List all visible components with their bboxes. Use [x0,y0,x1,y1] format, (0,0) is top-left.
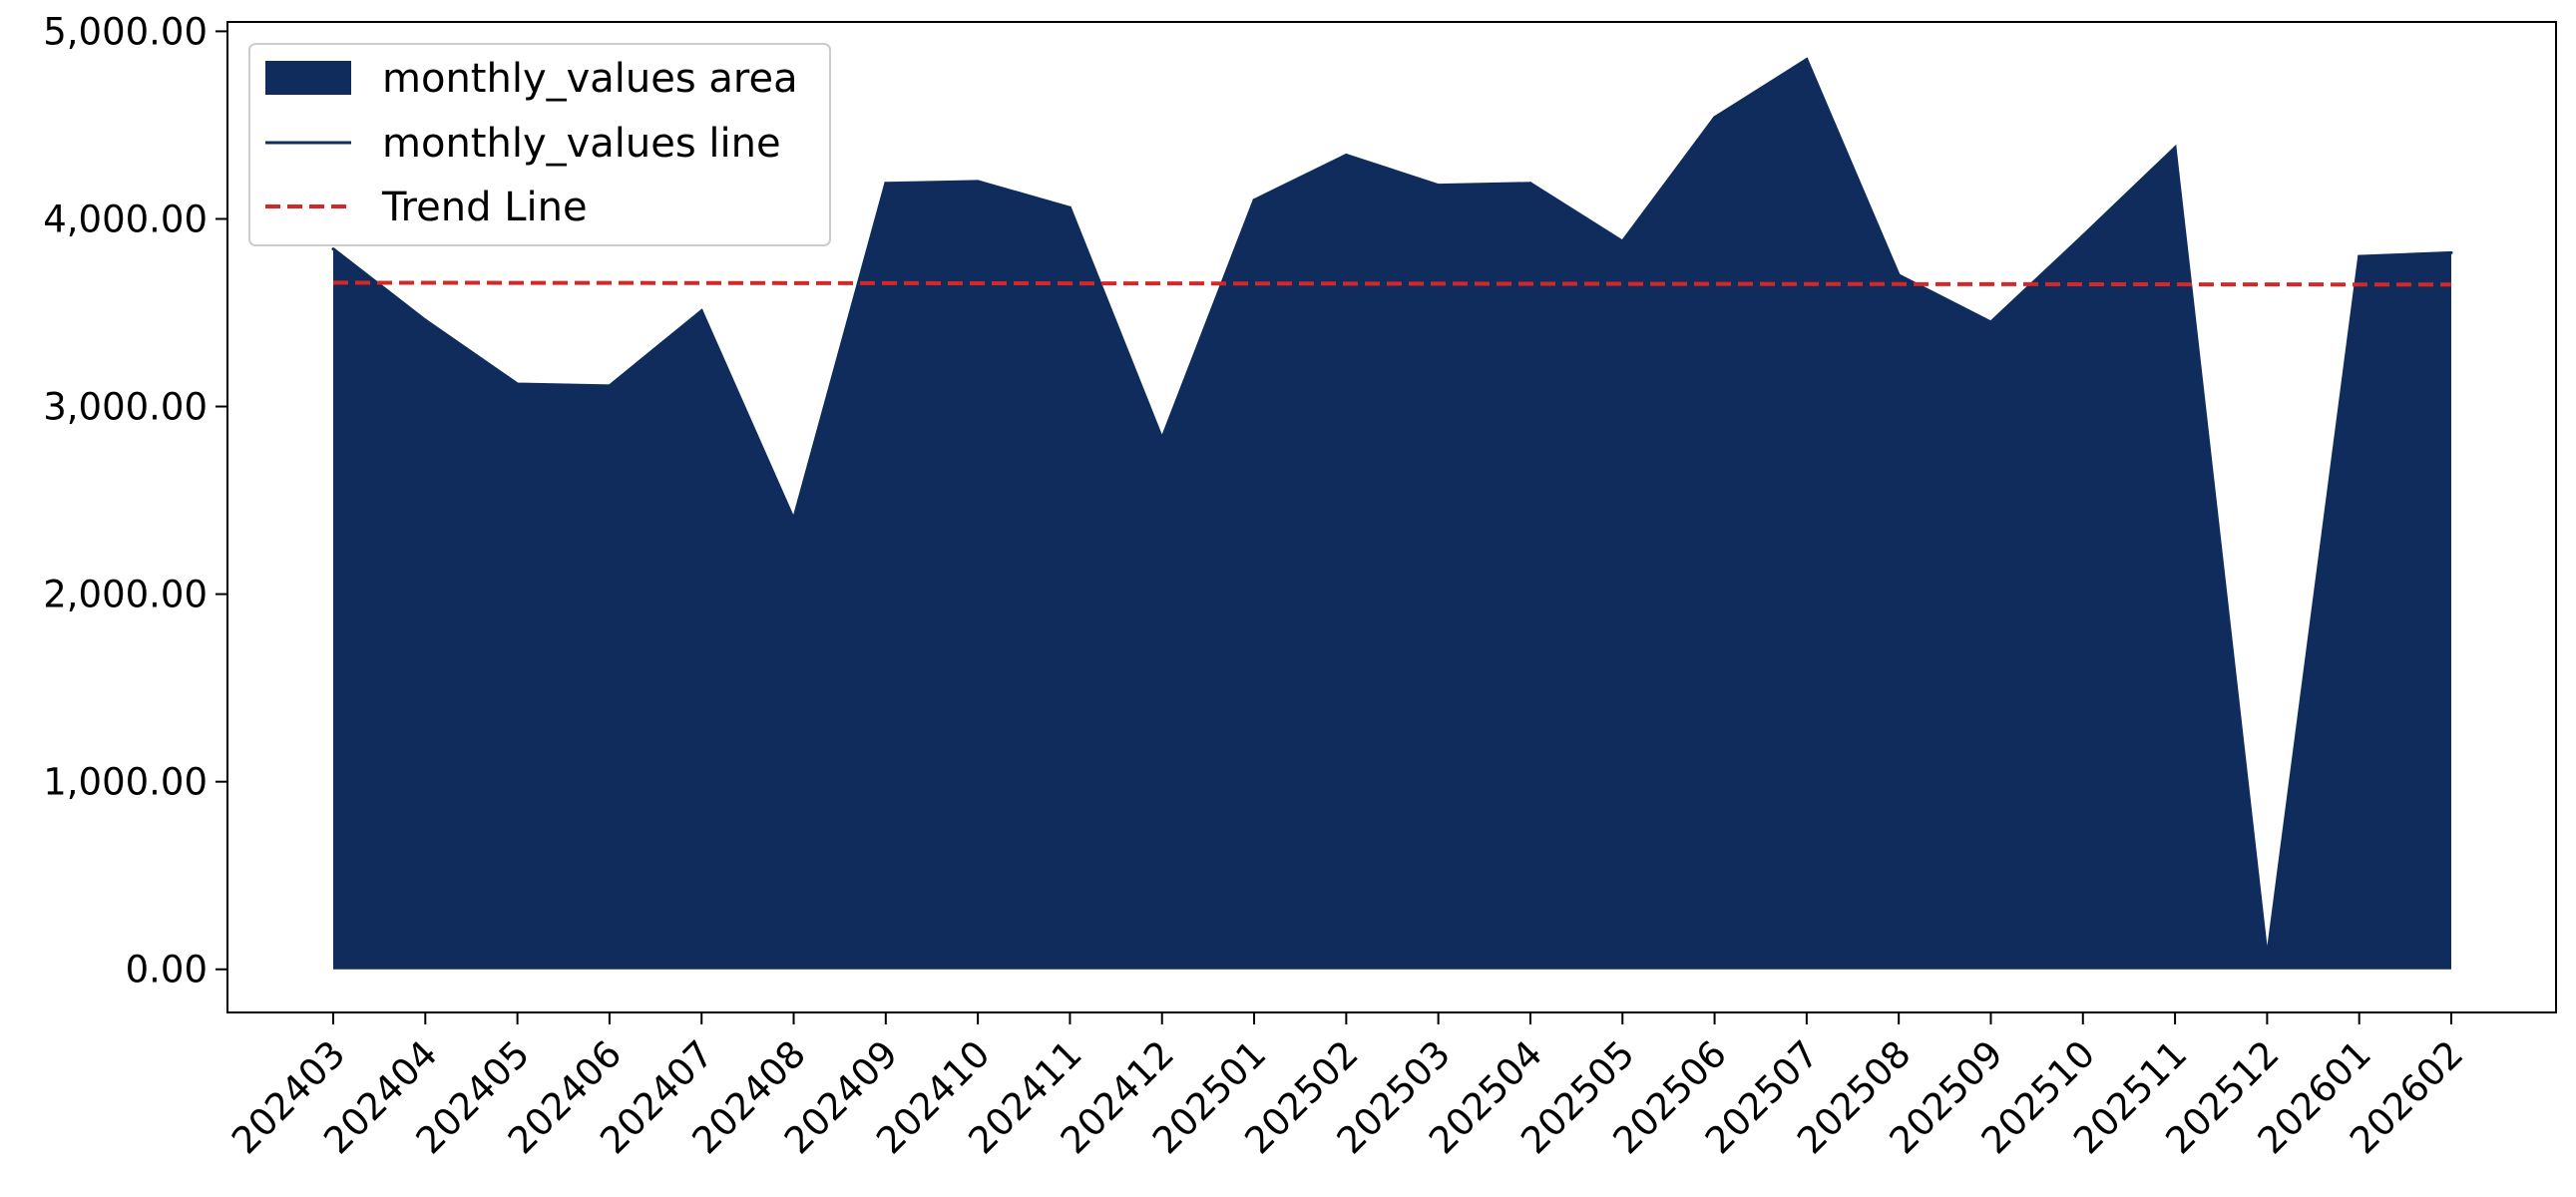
plot-area [331,57,2453,970]
data-point [976,180,980,184]
plot-frame [226,21,2557,1013]
data-point [1988,320,1992,324]
data-point [423,318,427,322]
legend-label: monthly_values line [382,121,781,167]
data-point [1252,199,1256,202]
data-point [1160,437,1164,441]
data-point [1437,184,1441,188]
data-point [1713,116,1717,120]
series-line [332,57,2452,959]
legend: monthly_values area monthly_values line Tr… [248,43,831,246]
data-point [792,517,796,521]
legend-label: Trend Line [381,185,588,230]
data-point [2358,254,2361,258]
data-point [1068,205,1072,209]
data-point [2449,250,2453,254]
data-point [1897,273,1901,277]
y-tick-label: 4,000.00 [43,198,208,240]
y-tick-label: 3,000.00 [43,386,208,429]
legend-box [248,43,831,246]
data-point [516,382,520,386]
legend-label: monthly_values area [382,56,798,102]
data-point [1620,239,1624,243]
trend-line [332,280,2452,287]
data-point [2265,956,2269,960]
y-tick-label: 0.00 [126,949,208,992]
y-tick-label: 1,000.00 [43,761,208,804]
y-tick-label: 5,000.00 [43,10,208,53]
data-point [2081,233,2085,237]
data-point [1805,58,1809,62]
data-point [1344,154,1348,158]
data-point [608,384,612,388]
data-point [699,309,703,313]
legend-swatch-area [265,61,351,95]
data-point [331,247,335,251]
data-point [2173,146,2177,150]
data-point [1528,182,1532,186]
data-point [884,182,888,186]
y-tick-label: 2,000.00 [43,574,208,616]
